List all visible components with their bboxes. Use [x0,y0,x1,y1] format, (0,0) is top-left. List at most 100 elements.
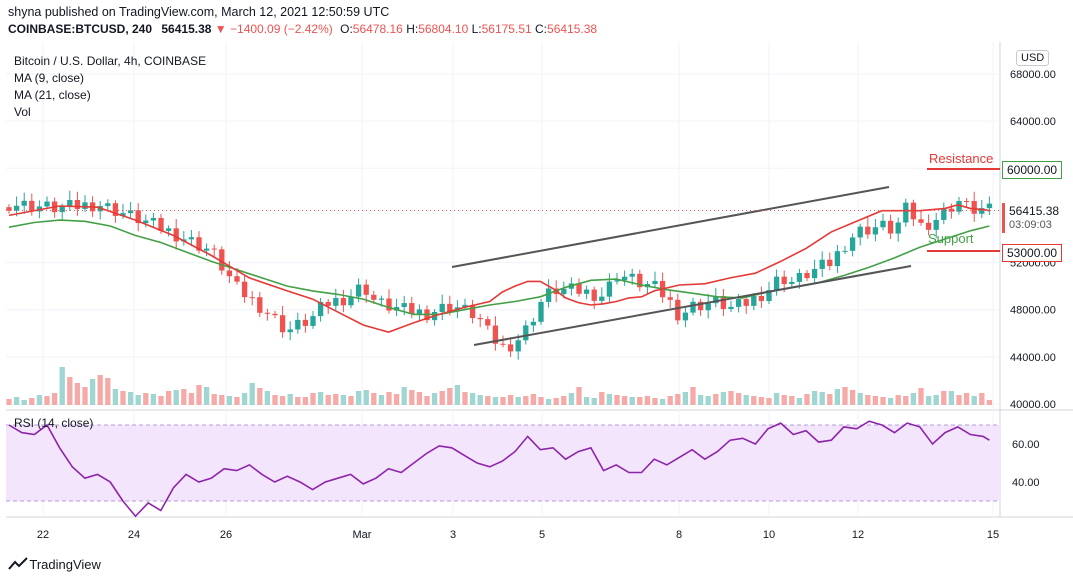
volume-bar [105,378,111,405]
candle-body [819,259,825,269]
legend-ma21[interactable]: MA (21, close) [14,88,91,102]
candle-body [409,303,415,315]
candle-body [249,297,255,299]
currency-button[interactable]: USD [1016,50,1050,66]
candle-body [523,325,529,341]
volume-bar [538,397,544,405]
candle-body [492,325,499,344]
volume-bar [887,398,894,405]
volume-bar [272,395,278,405]
candle-body [804,272,810,279]
change-arrow-icon: ▼ [214,22,227,36]
volume-bar [948,391,955,405]
publisher-line: shyna published on TradingView.com, Marc… [8,5,389,19]
volume-bar [447,388,453,405]
resistance-price-tag: 60000.00 [1002,161,1063,179]
candle-body [112,203,119,216]
candle-body [173,228,179,242]
candle-body [188,237,195,240]
channel-upper-line [451,186,890,268]
candle-body [690,301,696,313]
volume-bar [728,391,734,405]
volume-bar [469,393,476,405]
tradingview-logo-text: TradingView [29,557,101,572]
volume-bar [371,393,377,405]
volume-bar [880,397,886,405]
ohlc-line: COINBASE:BTCUSD, 240 56415.38 ▼ −1400.09… [8,22,597,36]
tradingview-logo[interactable]: TradingView [8,557,101,572]
candle-body [287,329,293,333]
x-tick-label: Mar [353,529,372,541]
candle-body [13,205,20,211]
candle-body [203,248,210,251]
volume-bar [789,396,795,405]
volume-bar [127,392,134,405]
volume-bar [865,395,871,405]
volume-bar [895,395,901,405]
volume-bar [492,397,499,405]
volume-bar [697,395,704,405]
candle-body [887,220,894,234]
volume-bar [903,396,909,405]
x-tick-label: 12 [852,529,864,541]
candle-body [135,210,141,224]
candle-body [865,226,871,235]
candle-body [751,295,757,306]
candle-body [363,284,369,295]
volume-bar [918,388,924,405]
volume-bar [158,396,164,405]
volume-bar [568,393,575,405]
candle-body [758,295,765,302]
candle-body [6,207,12,211]
volume-bar [6,399,12,405]
volume-bar [971,396,977,405]
current-price-tag: 56415.38 03:09:03 [1002,203,1064,233]
candle-body [416,309,423,315]
volume-bar [804,394,810,405]
candle-body [705,303,711,311]
volume-bar [811,391,818,405]
bar-countdown: 03:09:03 [1009,219,1052,231]
volume-bar [150,394,157,405]
candle-body [310,316,316,326]
symbol-label[interactable]: COINBASE:BTCUSD, 240 [8,22,153,36]
volume-bar [553,398,559,405]
volume-bar [675,394,681,405]
candle-body [401,303,407,308]
candle-body [447,303,453,312]
volume-bar [827,394,833,405]
legend-ma9[interactable]: MA (9, close) [14,71,85,85]
candle-body [614,280,620,282]
y-tick-label: 48000.00 [1010,305,1056,317]
candle-body [979,208,985,214]
volume-bar [89,379,96,405]
candle-body [74,200,81,209]
volume-bar [317,392,324,405]
legend-vol[interactable]: Vol [14,105,31,119]
tradingview-logo-icon [8,557,28,570]
channel-lower-line [473,265,912,346]
candle-body [530,321,537,326]
legend-title: Bitcoin / U.S. Dollar, 4h, COINBASE [14,54,207,68]
candle-body [21,200,27,206]
y-tick-label: 44000.00 [1010,352,1056,364]
volume-bar [13,397,20,405]
rsi-tick-label: 40.00 [1012,477,1040,489]
candle-body [895,222,901,234]
volume-bar [340,395,347,405]
rsi-legend[interactable]: RSI (14, close) [14,416,94,430]
candle-body [561,288,567,295]
candle-body [264,312,271,314]
candle-body [606,281,613,297]
candle-body [371,294,377,300]
volume-bar [682,392,689,405]
volume-bar [941,391,947,405]
volume-bar [872,396,879,405]
candle-body [219,249,225,271]
volume-bar [500,397,506,405]
candle-body [538,301,544,322]
candle-body [872,227,879,235]
volume-bar [751,396,757,405]
volume-bar [979,393,985,405]
